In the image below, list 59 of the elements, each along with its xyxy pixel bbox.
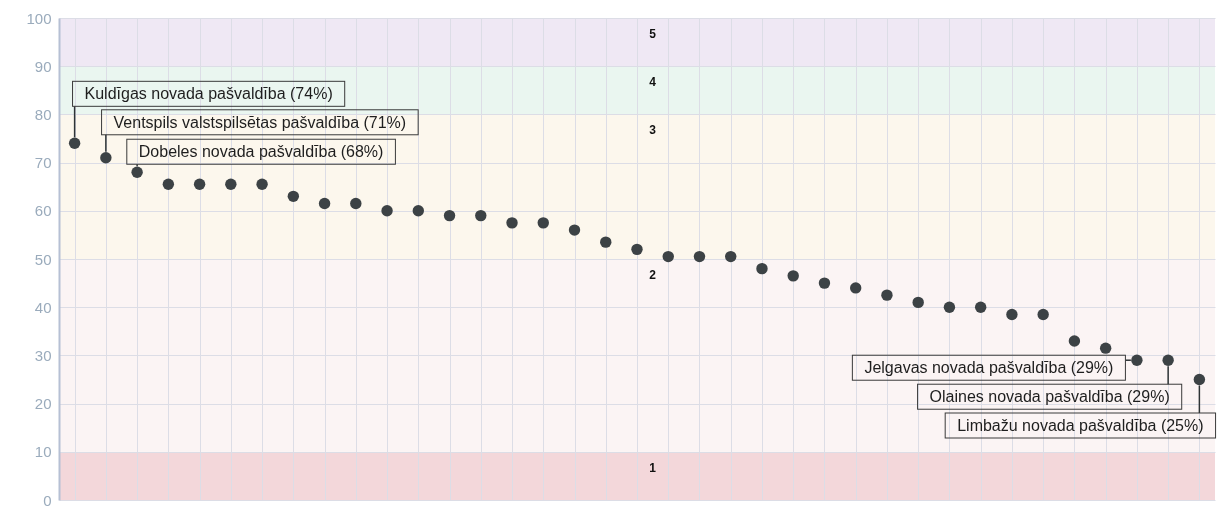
point	[943, 301, 956, 313]
point	[131, 166, 143, 178]
point	[1099, 342, 1112, 354]
point	[725, 250, 737, 263]
point	[1193, 373, 1206, 386]
data-label: Kuldīgas novada pašvaldība (74%)	[84, 85, 333, 103]
point	[162, 178, 175, 190]
band-label: 2	[649, 268, 657, 282]
point	[412, 205, 424, 217]
data-label: Olaines novada pašvaldība (29%)	[929, 388, 1170, 406]
y-tick-label: 10	[34, 443, 52, 461]
point	[1006, 308, 1018, 321]
point	[600, 236, 612, 248]
data-label: Limbažu novada pašvaldība (25%)	[957, 417, 1204, 434]
point	[662, 250, 674, 263]
band-label: 5	[649, 27, 657, 41]
band-label: 3	[649, 123, 657, 138]
point	[912, 296, 924, 309]
point	[506, 217, 518, 229]
point	[1131, 354, 1143, 366]
point	[68, 137, 81, 150]
point	[787, 270, 799, 282]
point	[1037, 308, 1049, 321]
y-tick-label: 70	[34, 154, 52, 172]
point	[350, 197, 362, 210]
y-tick-label: 80	[34, 105, 52, 123]
point	[193, 178, 206, 190]
point	[631, 243, 643, 256]
data-label: Dobeles novada pašvaldība (68%)	[138, 143, 384, 161]
point	[100, 152, 112, 164]
point	[881, 289, 893, 301]
point	[318, 197, 331, 210]
point	[1162, 354, 1174, 366]
data-label: Jelgavas novada pašvaldība (29%)	[864, 359, 1114, 377]
point	[974, 301, 987, 313]
point	[850, 282, 862, 294]
band-label: 4	[649, 75, 657, 90]
point	[381, 205, 393, 217]
y-tick-label: 20	[34, 395, 52, 413]
y-tick-label: 30	[34, 346, 52, 364]
point	[256, 178, 268, 190]
band-label: 1	[649, 460, 657, 475]
point	[225, 178, 237, 190]
point	[693, 250, 706, 263]
point	[756, 262, 768, 275]
data-label: Ventspils valstspilsētas pašvaldība (71%)	[113, 113, 407, 131]
point	[568, 224, 581, 236]
y-tick-label: 90	[34, 57, 52, 75]
point	[443, 209, 456, 222]
y-tick-label: 100	[26, 9, 52, 27]
point	[287, 190, 300, 203]
point	[1068, 335, 1081, 347]
point	[475, 209, 487, 222]
point	[818, 277, 831, 289]
y-tick-label: 50	[34, 250, 52, 268]
y-tick-label: 40	[34, 298, 52, 316]
y-tick-label: 0	[43, 491, 52, 509]
y-tick-label: 60	[34, 202, 52, 220]
point	[537, 217, 549, 229]
